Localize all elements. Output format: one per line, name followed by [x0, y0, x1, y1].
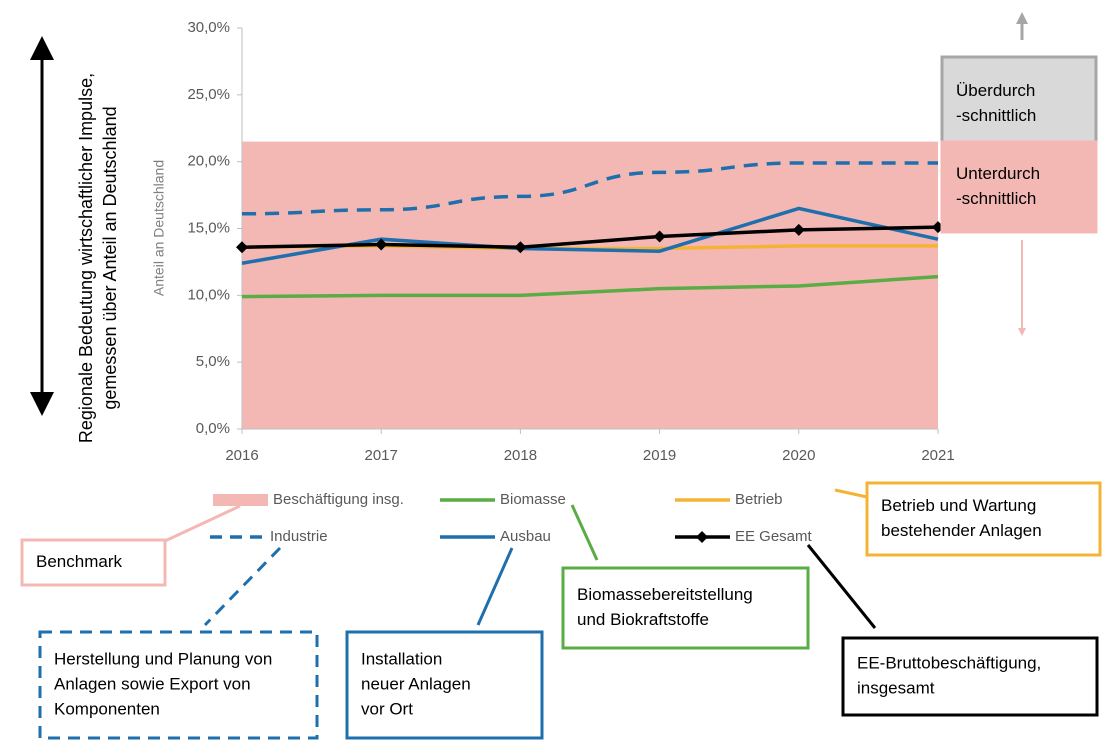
annotation-text: neuer Anlagen	[361, 674, 471, 693]
annotation-text: und Biokraftstoffe	[577, 610, 709, 629]
annotation-box	[345, 630, 544, 740]
y-tick-label: 0,0%	[196, 420, 230, 437]
annotation-text: -schnittlich	[956, 189, 1036, 208]
point-marker	[236, 241, 248, 254]
side-label: gemessen über Anteil an Deutschland	[100, 106, 120, 409]
legend-label: Betrieb	[735, 491, 783, 508]
point-marker	[653, 230, 666, 243]
x-tick-label: 2017	[365, 447, 398, 464]
x-tick-label: 2020	[782, 447, 815, 464]
annotation-text: Komponenten	[54, 699, 160, 718]
y-tick-label: 30,0%	[187, 19, 230, 36]
annotation-connector	[476, 547, 514, 626]
legend-label: Beschäftigung insg.	[273, 491, 404, 508]
y-tick-label: 10,0%	[187, 286, 230, 303]
annotation-text: Herstellung und Planung von	[54, 649, 272, 668]
legend-label: Biomasse	[500, 491, 566, 508]
point-marker	[375, 238, 388, 251]
x-tick-label: 2016	[225, 447, 258, 464]
series-line	[241, 225, 939, 249]
y-axis-label: Anteil an Deutschland	[151, 160, 167, 296]
annotation-text: Benchmark	[36, 552, 122, 571]
annotation-text: Unterdurch	[956, 164, 1040, 183]
legend-label: EE Gesamt	[735, 528, 813, 545]
x-tick-label: 2019	[643, 447, 676, 464]
annotation-connector	[203, 546, 282, 627]
benchmark-area	[242, 141, 938, 429]
series-line	[241, 161, 938, 216]
annotation-text: Überdurch	[956, 81, 1035, 100]
legend-label: Ausbau	[500, 528, 551, 545]
annotation-text: Anlagen sowie Export von	[54, 674, 251, 693]
annotation-connector	[164, 504, 241, 543]
annotation-text: insgesamt	[857, 678, 935, 697]
x-tick-label: 2021	[921, 447, 954, 464]
annotation-text: vor Ort	[361, 699, 413, 718]
annotation-box	[561, 566, 810, 650]
annotation-connector	[834, 488, 868, 499]
annotation-box	[940, 55, 1098, 153]
annotation-box	[20, 538, 167, 587]
annotation-text: Installation	[361, 649, 442, 668]
annotation-box	[841, 636, 1099, 717]
annotation-connector	[570, 504, 599, 561]
annotation-connector	[806, 544, 877, 629]
y-tick-label: 5,0%	[196, 353, 230, 370]
x-tick-label: 2018	[504, 447, 537, 464]
annotation-text: Betrieb und Wartung	[881, 496, 1036, 515]
y-tick-label: 20,0%	[187, 153, 230, 170]
annotation-box	[38, 630, 319, 740]
legend-marker	[696, 531, 708, 543]
annotation-text: -schnittlich	[956, 106, 1036, 125]
annotation-text: Biomassebereitstellung	[577, 585, 753, 604]
series-line	[241, 274, 939, 299]
side-label: Regionale Bedeutung wirtschaftlicher Imp…	[76, 73, 96, 443]
point-marker	[792, 223, 805, 236]
annotation-text: bestehender Anlagen	[881, 521, 1042, 540]
annotation-box	[940, 140, 1098, 234]
y-tick-label: 25,0%	[187, 86, 230, 103]
y-tick-label: 15,0%	[187, 219, 230, 236]
point-marker	[514, 241, 527, 254]
legend-label: Industrie	[270, 528, 328, 545]
annotation-box	[865, 481, 1102, 557]
series-line	[241, 206, 939, 265]
annotation-text: EE-Bruttobeschäftigung,	[857, 653, 1041, 672]
legend-swatch	[213, 494, 268, 506]
